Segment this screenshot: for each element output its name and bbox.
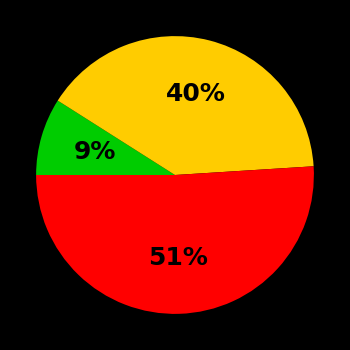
Text: 9%: 9%	[74, 140, 116, 164]
Text: 40%: 40%	[166, 82, 226, 106]
Wedge shape	[36, 166, 314, 314]
Text: 51%: 51%	[148, 246, 208, 270]
Wedge shape	[36, 100, 175, 175]
Wedge shape	[58, 36, 314, 175]
